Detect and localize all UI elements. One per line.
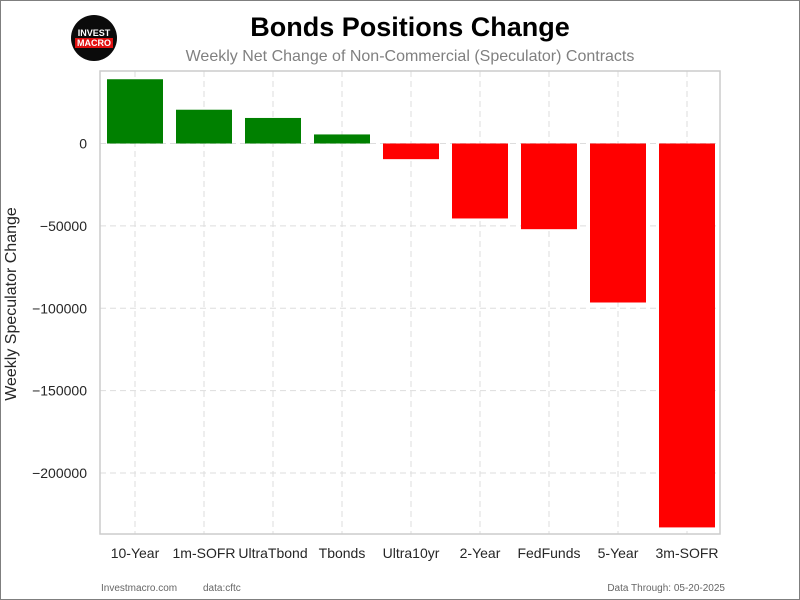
y-tick-label: −50000 bbox=[40, 218, 87, 234]
bar-1m-sofr bbox=[176, 109, 232, 144]
y-tick-label: −200000 bbox=[32, 465, 87, 481]
bar-fedfunds bbox=[521, 143, 577, 230]
bar-2-year bbox=[452, 143, 508, 219]
x-tick-label: Tbonds bbox=[319, 545, 366, 561]
logo-top-text: INVEST bbox=[77, 28, 111, 38]
footer-data-through: Data Through: 05-20-2025 bbox=[607, 583, 725, 594]
x-tick-label: 2-Year bbox=[460, 545, 501, 561]
x-tick-label: 3m-SOFR bbox=[656, 545, 719, 561]
x-tick-label: 5-Year bbox=[598, 545, 639, 561]
bar-3m-sofr bbox=[659, 143, 715, 528]
investmacro-logo: INVEST MACRO bbox=[71, 15, 117, 61]
plot-border bbox=[99, 70, 721, 535]
chart-title: Bonds Positions Change bbox=[250, 12, 570, 42]
x-tick-label: FedFunds bbox=[517, 545, 580, 561]
x-tick-label: Ultra10yr bbox=[383, 545, 440, 561]
y-tick-label: −100000 bbox=[32, 300, 87, 316]
x-tick-label: 10-Year bbox=[111, 545, 160, 561]
bar-tbonds bbox=[314, 134, 370, 144]
y-tick-label: −150000 bbox=[32, 383, 87, 399]
bar-ultra10yr bbox=[383, 143, 439, 160]
bar-5-year bbox=[590, 143, 646, 303]
logo-bottom-text: MACRO bbox=[75, 38, 113, 48]
bar-10-year bbox=[107, 79, 163, 144]
chart-subtitle: Weekly Net Change of Non-Commercial (Spe… bbox=[185, 48, 635, 65]
y-tick-label: 0 bbox=[79, 135, 87, 151]
footer-source: data:cftc bbox=[203, 583, 241, 594]
footer-site: Investmacro.com bbox=[101, 583, 178, 594]
x-tick-label: 1m-SOFR bbox=[173, 545, 236, 561]
bar-ultratbond bbox=[245, 117, 301, 144]
x-tick-label: UltraTbond bbox=[238, 545, 307, 561]
